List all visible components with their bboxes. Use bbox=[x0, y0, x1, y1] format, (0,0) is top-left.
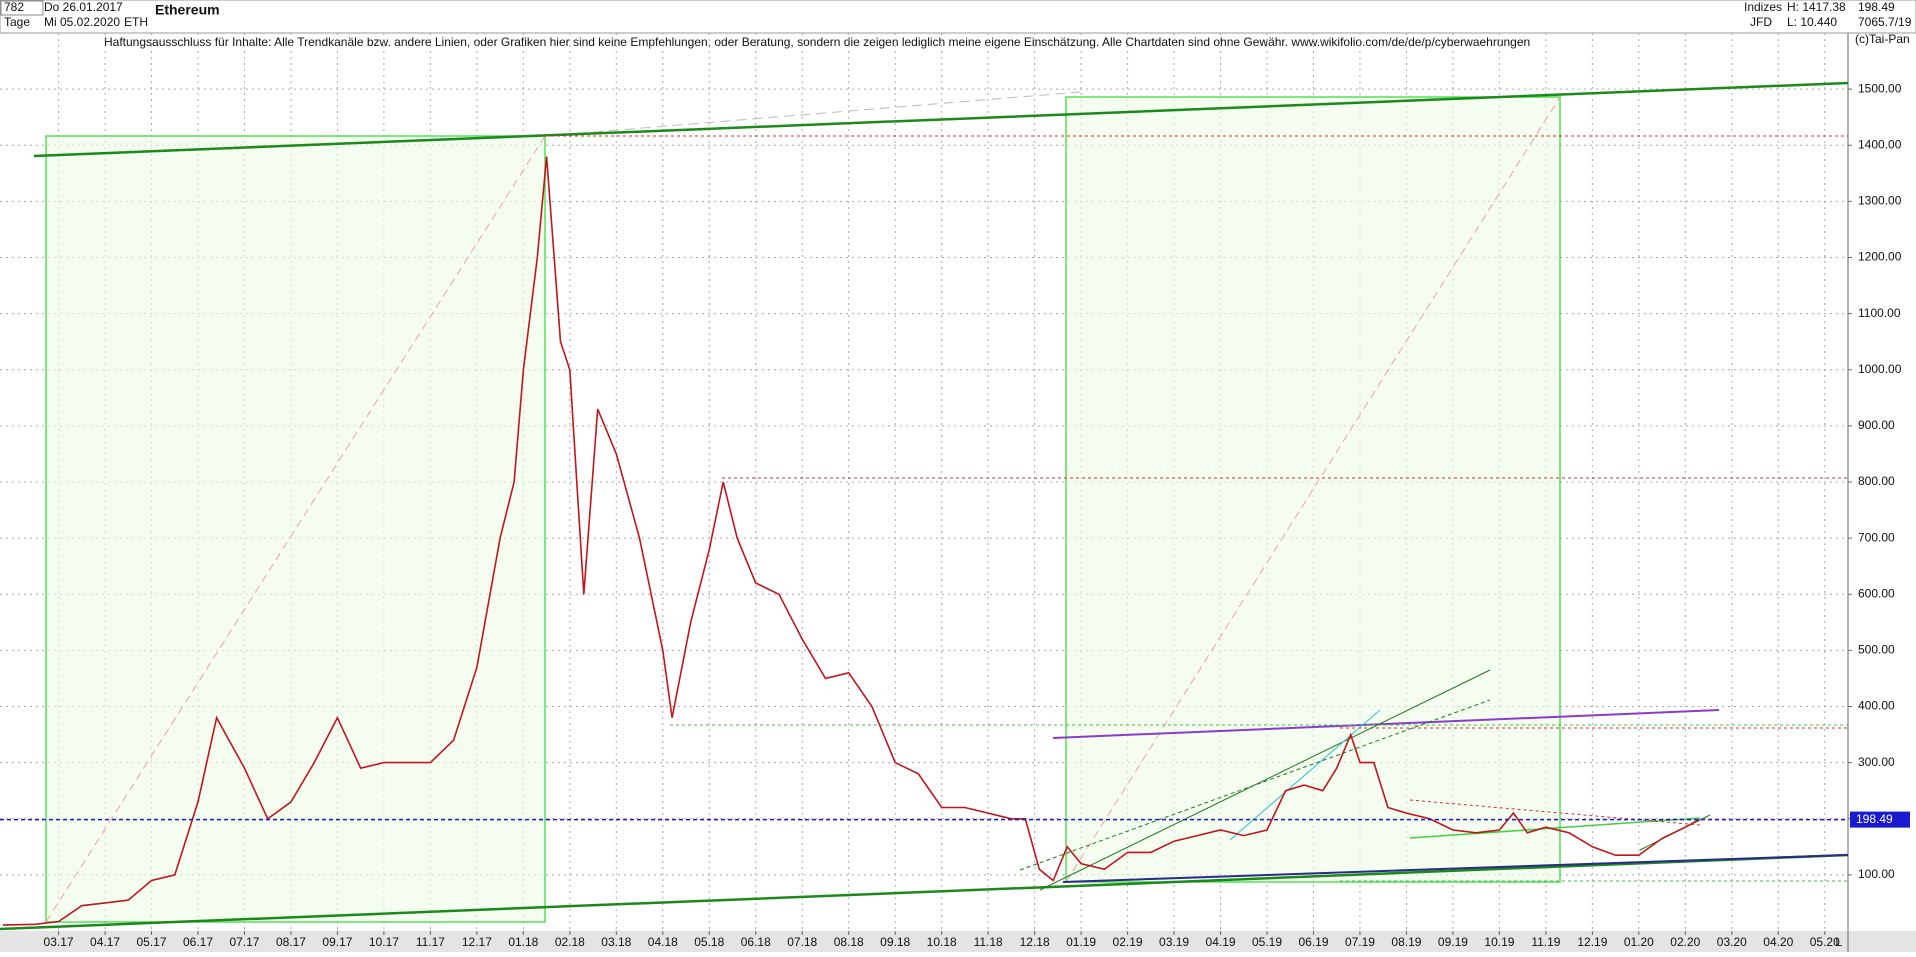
x-tick-label: 11.18 bbox=[974, 935, 1003, 949]
axis-marker: L bbox=[1835, 935, 1842, 949]
x-tick-label: 04.18 bbox=[648, 935, 678, 949]
channel-line bbox=[1229, 709, 1381, 841]
x-tick-label: 12.18 bbox=[1020, 935, 1050, 949]
current-price-tag bbox=[1850, 811, 1910, 828]
disclaimer: Haftungsausschluss für Inhalte: Alle Tre… bbox=[104, 35, 1530, 49]
x-tick-label: 05.17 bbox=[137, 935, 167, 949]
x-tick-label: 05.20 bbox=[1810, 935, 1840, 949]
y-tick-label: 900.00 bbox=[1858, 418, 1895, 432]
y-tick-label: 1400.00 bbox=[1858, 137, 1902, 151]
y-tick-label: 100.00 bbox=[1858, 867, 1895, 881]
period[interactable]: Tage bbox=[4, 15, 30, 29]
y-tick-label: 1300.00 bbox=[1858, 194, 1902, 208]
x-tick-label: 03.18 bbox=[601, 935, 631, 949]
trend-line bbox=[1052, 709, 1720, 739]
y-tick-label: 1500.00 bbox=[1858, 81, 1902, 95]
from-date: Do 26.01.2017 bbox=[44, 0, 123, 14]
x-tick-label: 07.17 bbox=[229, 935, 259, 949]
diagonal bbox=[1065, 96, 1561, 883]
x-tick-label: 10.17 bbox=[369, 935, 399, 949]
volume: 7065.7/19 bbox=[1858, 15, 1912, 29]
x-tick-label: 03.20 bbox=[1717, 935, 1747, 949]
y-tick-label: 1100.00 bbox=[1858, 306, 1901, 320]
last: 198.49 bbox=[1858, 0, 1895, 14]
x-tick-label: 05.18 bbox=[694, 935, 724, 949]
y-tick-label: 800.00 bbox=[1858, 474, 1895, 488]
price-line bbox=[2, 156, 1700, 926]
y-tick-label: 500.00 bbox=[1858, 643, 1895, 657]
x-tick-label: 01.20 bbox=[1624, 935, 1654, 949]
x-tick-label: 06.18 bbox=[741, 935, 771, 949]
x-axis-strip bbox=[0, 931, 1916, 952]
trend-line bbox=[1062, 854, 1849, 883]
x-tick-label: 09.18 bbox=[880, 935, 910, 949]
x-tick-label: 12.17 bbox=[462, 935, 492, 949]
x-tick-label: 02.19 bbox=[1113, 935, 1143, 949]
group: Indizes bbox=[1744, 0, 1782, 14]
x-tick-label: 02.18 bbox=[555, 935, 585, 949]
header-bar bbox=[0, 0, 1916, 34]
x-tick-label: 05.19 bbox=[1252, 935, 1282, 949]
y-tick-label: 700.00 bbox=[1858, 530, 1895, 544]
box bbox=[45, 135, 546, 923]
x-tick-label: 04.17 bbox=[90, 935, 120, 949]
current-price-label: 198.49 bbox=[1856, 812, 1893, 826]
x-tick-label: 03.19 bbox=[1159, 935, 1189, 949]
channel-line bbox=[1409, 799, 1701, 826]
to-date: Mi 05.02.2020 bbox=[44, 15, 120, 29]
trend-line bbox=[0, 853, 1849, 931]
symbol: ETH bbox=[124, 15, 148, 29]
y-tick-label: 400.00 bbox=[1858, 699, 1895, 713]
low: L: 10.440 bbox=[1787, 15, 1837, 29]
x-tick-label: 01.19 bbox=[1066, 935, 1096, 949]
x-tick-label: 12.19 bbox=[1577, 935, 1607, 949]
source: JFD bbox=[1750, 15, 1772, 29]
y-tick-label: 1000.00 bbox=[1858, 362, 1902, 376]
channel-line bbox=[1039, 669, 1491, 891]
copyright: (c)Tai-Pan bbox=[1855, 32, 1910, 46]
x-tick-label: 02.20 bbox=[1670, 935, 1700, 949]
x-tick-label: 06.19 bbox=[1298, 935, 1328, 949]
x-tick-label: 06.17 bbox=[183, 935, 213, 949]
x-tick-label: 10.18 bbox=[927, 935, 957, 949]
annotations bbox=[0, 81, 1849, 931]
x-tick-label: 01.18 bbox=[508, 935, 538, 949]
channel-line bbox=[1019, 699, 1491, 871]
x-tick-label: 04.19 bbox=[1206, 935, 1236, 949]
count-box[interactable] bbox=[0, 0, 44, 16]
x-tick-label: 10.19 bbox=[1484, 935, 1514, 949]
x-tick-label: 09.17 bbox=[322, 935, 352, 949]
x-tick-label: 08.19 bbox=[1391, 935, 1421, 949]
x-tick-label: 07.18 bbox=[787, 935, 817, 949]
y-tick-label: 1200.00 bbox=[1858, 250, 1902, 264]
x-tick-label: 11.19 bbox=[1531, 935, 1560, 949]
diagonal bbox=[544, 91, 1081, 137]
title: Ethereum bbox=[155, 2, 220, 18]
x-tick-label: 03.17 bbox=[44, 935, 74, 949]
x-tick-label: 04.20 bbox=[1763, 935, 1793, 949]
count: 782 bbox=[4, 0, 24, 14]
x-tick-label: 09.19 bbox=[1438, 935, 1468, 949]
x-tick-label: 11.17 bbox=[416, 935, 445, 949]
x-tick-label: 08.18 bbox=[834, 935, 864, 949]
x-tick-label: 07.19 bbox=[1345, 935, 1375, 949]
y-tick-label: 600.00 bbox=[1858, 586, 1895, 600]
x-tick-label: 08.17 bbox=[276, 935, 306, 949]
high: H: 1417.38 bbox=[1787, 0, 1846, 14]
trend-line bbox=[33, 81, 1849, 158]
y-tick-label: 300.00 bbox=[1858, 755, 1895, 769]
